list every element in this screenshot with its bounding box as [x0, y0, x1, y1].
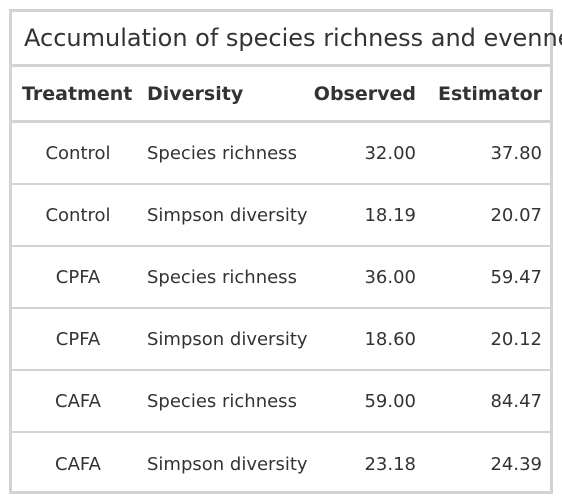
cell-treatment: Control	[45, 204, 111, 226]
column-header-treatment: Treatment	[22, 82, 133, 105]
cell-diversity: Species richness	[147, 390, 297, 412]
cell-diversity: Simpson diversity	[147, 453, 308, 475]
cell-observed: 18.60	[364, 328, 416, 350]
cell-estimator: 59.47	[490, 266, 542, 288]
cell-estimator: 24.39	[490, 453, 542, 475]
cell-treatment: CPFA	[55, 266, 101, 288]
table-body: Control Species richness 32.00 37.80 Con…	[12, 123, 550, 495]
cell-observed: 18.19	[364, 204, 416, 226]
table-row: CPFA Simpson diversity 18.60 20.12	[12, 309, 550, 371]
column-header-diversity: Diversity	[147, 82, 244, 105]
cell-estimator: 37.80	[490, 142, 542, 164]
cell-estimator: 20.12	[490, 328, 542, 350]
table-row: CAFA Simpson diversity 23.18 24.39	[12, 433, 550, 495]
cell-treatment: Control	[45, 142, 111, 164]
cell-diversity: Species richness	[147, 266, 297, 288]
cell-treatment: CPFA	[55, 328, 101, 350]
table-header-row: Treatment Diversity Observed Estimator	[12, 67, 550, 123]
data-table: Accumulation of species richness and eve…	[9, 9, 562, 495]
table-row: CAFA Species richness 59.00 84.47	[12, 371, 550, 433]
table-row: CPFA Species richness 36.00 59.47	[12, 247, 550, 309]
cell-observed: 32.00	[364, 142, 416, 164]
cell-treatment: CAFA	[55, 390, 101, 412]
cell-estimator: 84.47	[490, 390, 542, 412]
table-row: Control Simpson diversity 18.19 20.07	[12, 185, 550, 247]
cell-observed: 23.18	[364, 453, 416, 475]
column-header-observed: Observed	[313, 82, 416, 105]
cell-diversity: Simpson diversity	[147, 328, 308, 350]
column-header-estimator: Estimator	[437, 82, 542, 105]
table-caption: Accumulation of species richness and eve…	[12, 12, 562, 67]
cell-diversity: Species richness	[147, 142, 297, 164]
cell-diversity: Simpson diversity	[147, 204, 308, 226]
cell-treatment: CAFA	[55, 453, 101, 475]
cell-estimator: 20.07	[490, 204, 542, 226]
cell-observed: 36.00	[364, 266, 416, 288]
cell-observed: 59.00	[364, 390, 416, 412]
table-row: Control Species richness 32.00 37.80	[12, 123, 550, 185]
